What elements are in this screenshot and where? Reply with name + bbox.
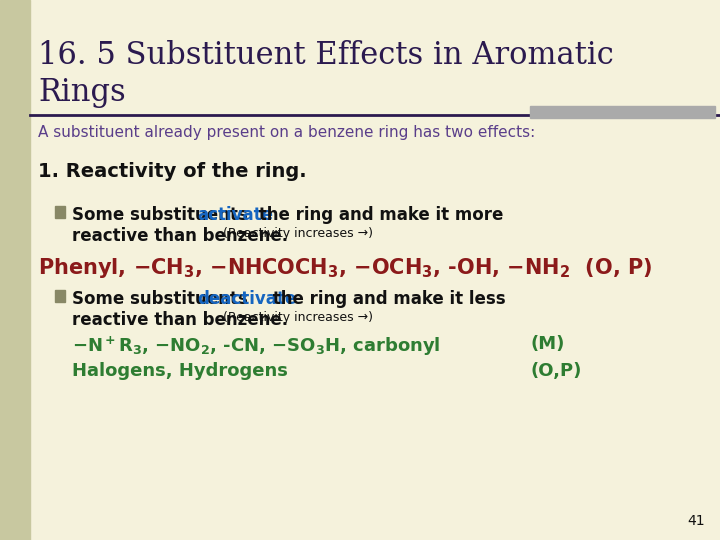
Text: deactivate: deactivate: [197, 290, 297, 308]
Text: Halogens, Hydrogens: Halogens, Hydrogens: [72, 362, 288, 380]
Bar: [0, 0, 30, 540]
Bar: [55, 206, 65, 218]
Text: A substituent already present on a benzene ring has two effects:: A substituent already present on a benze…: [38, 125, 535, 140]
Text: (M): (M): [530, 335, 564, 353]
Text: 16. 5 Substituent Effects in Aromatic: 16. 5 Substituent Effects in Aromatic: [38, 40, 613, 71]
Text: (Reactivity increases →): (Reactivity increases →): [223, 227, 373, 240]
Bar: [55, 290, 65, 302]
Text: Some substituents: Some substituents: [72, 290, 253, 308]
Text: Phenyl, $\mathregular{-CH_3}$, $\mathregular{-NHCOCH_3}$, $\mathregular{-OCH_3}$: Phenyl, $\mathregular{-CH_3}$, $\mathreg…: [38, 256, 652, 280]
Text: reactive than benzene.: reactive than benzene.: [72, 311, 288, 329]
Text: Some substituents: Some substituents: [72, 206, 253, 224]
Text: 1. Reactivity of the ring.: 1. Reactivity of the ring.: [38, 162, 307, 181]
Text: the ring and make it less: the ring and make it less: [267, 290, 505, 308]
Bar: [530, 106, 715, 118]
Text: the ring and make it more: the ring and make it more: [253, 206, 503, 224]
Text: (O,P): (O,P): [530, 362, 581, 380]
Text: $\mathregular{-N^+R_3}$, $\mathregular{-NO_2}$, -CN, $\mathregular{-SO_3H}$, car: $\mathregular{-N^+R_3}$, $\mathregular{-…: [72, 335, 441, 359]
Text: (Reactivity increases →): (Reactivity increases →): [223, 311, 373, 324]
Text: reactive than benzene.: reactive than benzene.: [72, 227, 288, 245]
Text: 41: 41: [688, 514, 705, 528]
Text: activate: activate: [197, 206, 274, 224]
Text: Rings: Rings: [38, 77, 126, 108]
